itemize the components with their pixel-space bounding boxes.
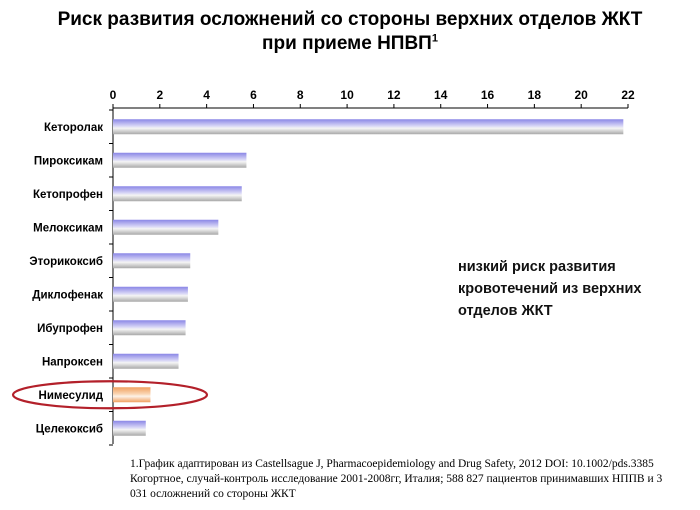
x-tick-label: 4	[203, 88, 210, 102]
source-footnote: 1.График адаптирован из Castellsague J, …	[130, 457, 690, 502]
annotation-note-line3: отделов ЖКТ	[458, 303, 553, 319]
bar-5	[113, 253, 191, 269]
x-tick-label: 16	[481, 88, 495, 102]
bar-1	[113, 119, 624, 135]
category-label: Кеторолак	[44, 122, 103, 134]
x-tick-label: 2	[156, 88, 163, 102]
x-tick-label: 14	[434, 88, 448, 102]
x-tick-label: 0	[110, 88, 117, 102]
category-label: Кетопрофен	[33, 189, 103, 201]
annotation-note-line1: низкий риск развития	[458, 259, 616, 275]
x-tick-label: 12	[387, 88, 401, 102]
chart-title-line2: при приеме НПВП1	[0, 32, 700, 56]
annotation-note: низкий риск развития кровотечений из вер…	[458, 256, 698, 322]
x-tick-label: 18	[528, 88, 542, 102]
footnote-line2: Когортное, случай-контроль исследование …	[130, 473, 663, 485]
bar-2	[113, 152, 247, 168]
category-label: Пироксикам	[34, 155, 103, 167]
bar-10	[113, 420, 146, 436]
category-label: Мелоксикам	[33, 222, 103, 234]
category-label: Напроксен	[42, 356, 103, 368]
chart-title: Риск развития осложнений со стороны верх…	[0, 8, 700, 56]
category-label: Целекоксиб	[36, 423, 103, 435]
bar-6	[113, 286, 188, 302]
x-tick-label: 10	[340, 88, 354, 102]
x-tick-label: 6	[250, 88, 257, 102]
bar-9	[113, 387, 151, 403]
footnote-marker: 1	[431, 32, 438, 45]
category-label: Эторикоксиб	[29, 256, 103, 268]
category-label: Ибупрофен	[37, 323, 103, 335]
bar-chart: 0 2 4 6 8 10 12 14 16 18 20 22 Кеторолак Пироксикам Ке…	[11, 88, 635, 446]
bar-8	[113, 353, 179, 369]
chart-title-line1: Риск развития осложнений со стороны верх…	[57, 9, 643, 30]
x-tick-label: 20	[575, 88, 589, 102]
chart-title-line2-text: при приеме НПВП	[262, 33, 432, 54]
footnote-line3: 031 осложнений со стороны ЖКТ	[130, 488, 296, 500]
category-label: Нимесулид	[39, 390, 104, 402]
x-tick-label: 22	[621, 88, 635, 102]
category-label: Диклофенак	[32, 289, 103, 301]
highlight-ellipse	[11, 380, 209, 410]
bar-3	[113, 186, 242, 202]
bar-7	[113, 320, 186, 336]
bar-4	[113, 219, 219, 235]
x-tick-label: 8	[297, 88, 304, 102]
footnote-line1: 1.График адаптирован из Castellsague J, …	[130, 458, 654, 470]
annotation-note-line2: кровотечений из верхних	[458, 281, 642, 297]
